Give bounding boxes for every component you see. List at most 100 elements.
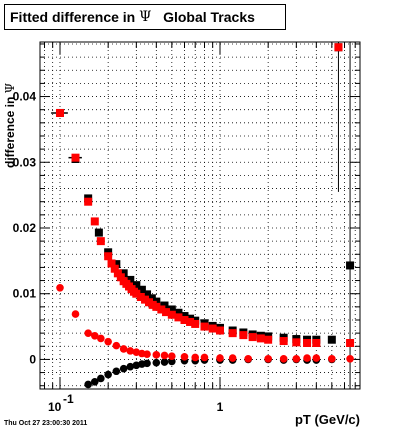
title-symbol: Ψ	[139, 9, 152, 25]
data-point	[279, 337, 288, 346]
data-point	[167, 305, 176, 314]
data-point	[208, 324, 217, 333]
data-point	[279, 354, 288, 363]
data-point	[168, 357, 176, 366]
data-point	[119, 364, 128, 373]
data-point	[56, 283, 64, 292]
data-point	[71, 153, 80, 162]
data-point	[174, 313, 183, 322]
data-point	[143, 290, 152, 299]
data-point	[104, 370, 112, 379]
data-point	[143, 359, 151, 368]
data-point	[346, 261, 355, 270]
data-point	[160, 351, 169, 360]
data-point	[292, 354, 301, 363]
data-point	[137, 285, 146, 294]
x-tick-label-exponent: -1	[63, 392, 74, 406]
data-point	[167, 310, 176, 319]
y-tick-label: 0.04	[13, 90, 37, 104]
data-point	[228, 354, 237, 362]
y-tick-label: 0.01	[13, 287, 37, 301]
data-point	[239, 331, 248, 340]
data-point	[132, 281, 141, 290]
data-point	[94, 228, 103, 237]
data-point	[126, 362, 135, 371]
data-point	[97, 334, 105, 343]
data-point	[104, 337, 112, 346]
y-axis-label-symbol: Ψ	[3, 82, 17, 94]
chart-title: Fitted difference in Ψ Global Tracks	[4, 4, 286, 30]
data-point	[186, 317, 195, 326]
data-point	[84, 329, 92, 337]
data-point	[96, 237, 105, 246]
data-point	[143, 350, 151, 358]
data-point	[119, 345, 128, 353]
data-point	[180, 315, 189, 324]
data-point	[152, 358, 161, 367]
data-point	[244, 354, 252, 363]
data-point	[312, 338, 321, 347]
data-point	[97, 374, 105, 383]
data-point	[303, 338, 312, 347]
timestamp: Thu Oct 27 23:00:30 2011	[4, 420, 88, 427]
axis-ticks	[40, 42, 360, 389]
data-point	[84, 197, 93, 206]
y-axis-label-text: difference in	[3, 93, 17, 168]
data-point	[152, 351, 161, 359]
data-point	[132, 289, 141, 298]
data-point	[346, 354, 354, 363]
data-point	[174, 308, 183, 317]
plot-frame	[39, 41, 361, 390]
data-point	[152, 302, 161, 311]
title-suffix: Global Tracks	[151, 9, 255, 25]
data-point	[136, 292, 145, 301]
data-point	[215, 326, 224, 335]
data-point	[90, 377, 99, 386]
y-axis-label: difference in Ψ	[3, 83, 17, 168]
series-2	[55, 43, 355, 347]
data-point	[200, 353, 209, 362]
data-point	[112, 341, 121, 350]
y-tick-label: 0.03	[13, 155, 37, 169]
data-point	[157, 305, 166, 314]
data-point	[90, 331, 99, 340]
grid	[40, 42, 360, 389]
data-point	[292, 338, 301, 347]
data-point	[334, 43, 343, 52]
data-point	[200, 322, 209, 331]
data-point	[328, 354, 336, 363]
x-axis-label: pT (GeV/c)	[294, 412, 360, 427]
data-point	[112, 260, 121, 269]
series-0	[55, 43, 355, 344]
data-point	[327, 335, 336, 344]
data-point	[346, 338, 355, 347]
data-point	[264, 335, 273, 344]
data-point	[104, 252, 113, 261]
data-point	[162, 308, 171, 317]
data-point	[107, 259, 116, 268]
data-point	[248, 333, 257, 342]
data-point	[112, 367, 121, 376]
data-point	[256, 334, 265, 343]
data-point	[312, 354, 321, 362]
x-tick-label: 10	[48, 400, 62, 414]
data-point	[126, 347, 135, 355]
data-point	[180, 352, 189, 361]
data-point	[168, 352, 176, 360]
data-point	[71, 310, 80, 318]
title-prefix: Fitted difference in	[10, 9, 140, 25]
y-tick-label: 0	[29, 352, 36, 366]
series-3	[56, 283, 354, 363]
y-tick-label: 0.02	[13, 221, 37, 235]
data-point	[110, 264, 119, 273]
data-point	[216, 354, 224, 362]
data-point	[191, 319, 200, 328]
data-point	[55, 108, 64, 117]
data-point	[84, 380, 92, 389]
data-point	[90, 217, 99, 226]
data-point	[160, 358, 169, 366]
data-point	[264, 354, 272, 363]
x-tick-label: 1	[217, 400, 224, 414]
data-point	[191, 353, 200, 362]
